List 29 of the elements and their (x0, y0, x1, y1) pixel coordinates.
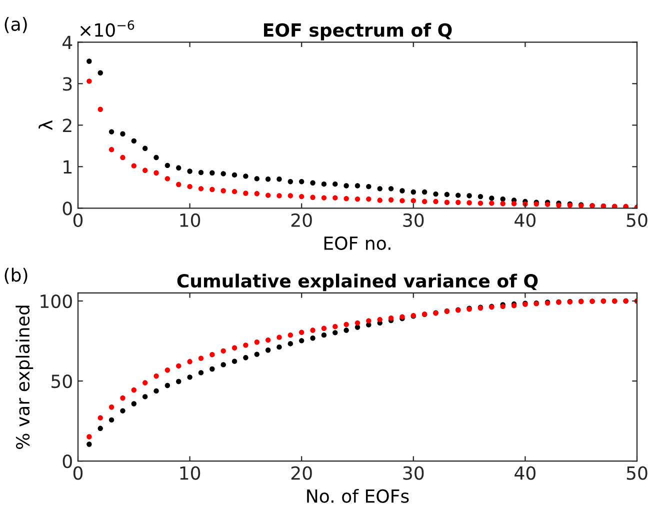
x-tick-label: 0 (73, 213, 83, 228)
x-tick-label: 10 (180, 213, 200, 228)
text: ×10$^{−6}$ (80, 20, 134, 37)
x-axis-title: EOF no. (324, 236, 390, 250)
x-tick-label: 50 (626, 466, 648, 480)
chart-title: Cumulative explained variance of Q (177, 274, 538, 292)
y-tick-label: 2 (62, 118, 72, 132)
x-tick-label: 40 (514, 213, 536, 228)
y-tick-label: 0 (62, 454, 72, 468)
x-tick-label: 50 (626, 213, 648, 228)
x-tick-label: 40 (514, 466, 536, 480)
text: (a) (4, 16, 27, 34)
chart-title: EOF spectrum of Q (264, 22, 452, 40)
x-tick-label: 20 (291, 213, 312, 228)
y-tick-label: 1 (64, 160, 72, 174)
y-tick-label: 4 (62, 36, 72, 50)
y-tick-label: 3 (63, 77, 72, 91)
y-tick-label: 100 (40, 294, 72, 308)
x-tick-label: 30 (403, 213, 424, 228)
y-tick-label: 50 (52, 374, 72, 388)
x-axis-title: No. of EOFs (307, 488, 409, 503)
y-tick-label: 0 (62, 202, 72, 216)
text: (b) (4, 268, 28, 284)
x-tick-label: 20 (291, 466, 312, 480)
x-tick-label: 30 (403, 466, 424, 480)
x-tick-label: 0 (73, 466, 83, 480)
y-axis-title: λ (38, 120, 52, 130)
y-axis-title: % var explained (16, 306, 34, 449)
x-tick-label: 10 (180, 466, 200, 480)
